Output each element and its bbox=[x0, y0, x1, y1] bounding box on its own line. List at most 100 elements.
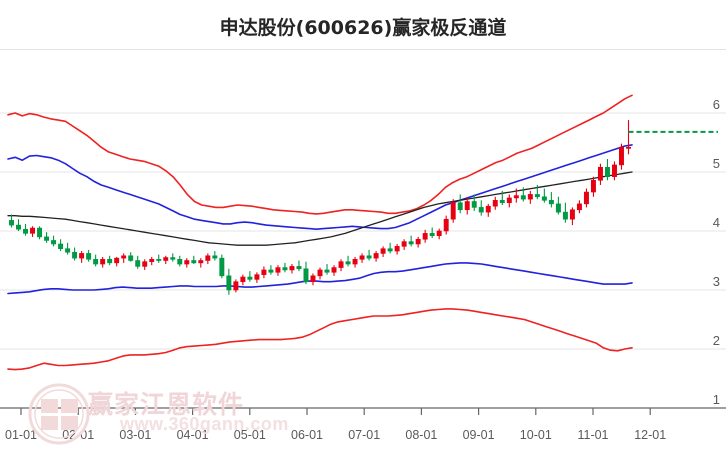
candle-body bbox=[142, 261, 148, 267]
candle-body bbox=[541, 196, 547, 201]
candle-body bbox=[254, 274, 260, 280]
x-axis-tick-label: 01-01 bbox=[5, 428, 37, 442]
candle-body bbox=[135, 260, 141, 267]
candle-body bbox=[30, 227, 36, 234]
candle-body bbox=[499, 200, 505, 203]
candle-body bbox=[282, 267, 288, 271]
candle-body bbox=[191, 260, 197, 264]
candle-body bbox=[569, 209, 575, 220]
candle-body bbox=[394, 246, 400, 252]
candle-body bbox=[527, 194, 533, 200]
candle-body bbox=[23, 228, 29, 234]
band-line-1 bbox=[7, 144, 633, 230]
candle-body bbox=[562, 211, 568, 220]
candle-body bbox=[359, 255, 365, 260]
x-axis-tick-label: 06-01 bbox=[291, 428, 323, 442]
candle-body bbox=[303, 268, 309, 283]
candle-body bbox=[149, 259, 155, 262]
y-axis-tick-label: 4 bbox=[712, 215, 720, 230]
candle-body bbox=[345, 261, 351, 265]
y-axis-tick-label: 2 bbox=[712, 333, 720, 348]
candle-body bbox=[72, 251, 78, 259]
chart-header: 申达股份(600626)赢家极反通道 bbox=[0, 0, 726, 50]
candle-body bbox=[324, 269, 330, 273]
candle-body bbox=[37, 227, 43, 238]
candle-body bbox=[576, 203, 582, 211]
candle-body bbox=[317, 269, 323, 277]
candle-body bbox=[464, 201, 470, 211]
x-axis-tick-label: 12-01 bbox=[634, 428, 667, 442]
candle-body bbox=[436, 230, 442, 237]
candle-body bbox=[408, 241, 414, 245]
candle-body bbox=[422, 233, 428, 240]
candle-body bbox=[331, 267, 337, 273]
candle-body bbox=[79, 253, 85, 259]
candle-body bbox=[590, 179, 596, 193]
x-axis-tick-label: 04-01 bbox=[176, 428, 209, 442]
candle-body bbox=[296, 266, 302, 270]
candle-body bbox=[9, 220, 14, 226]
candle-body bbox=[450, 202, 456, 220]
candle-body bbox=[226, 275, 232, 291]
y-axis-tick-label: 1 bbox=[712, 392, 720, 407]
candle-body bbox=[86, 253, 92, 260]
candle-body bbox=[289, 266, 295, 271]
band-line-4 bbox=[7, 308, 633, 371]
candle-body bbox=[184, 260, 190, 265]
x-axis-tick-label: 07-01 bbox=[348, 428, 381, 442]
candle-body bbox=[219, 257, 225, 277]
candle-body bbox=[352, 259, 358, 265]
candle-body bbox=[492, 200, 498, 207]
band-line-0 bbox=[7, 94, 633, 215]
candle-body bbox=[619, 146, 624, 166]
candle-body bbox=[240, 276, 246, 283]
band-line-3 bbox=[7, 262, 633, 295]
candle-body bbox=[387, 248, 393, 252]
candle-body bbox=[65, 248, 71, 253]
x-axis bbox=[0, 407, 726, 415]
page-title: 申达股份(600626)赢家极反通道 bbox=[219, 17, 507, 39]
candle-body bbox=[233, 281, 239, 291]
candle-body bbox=[471, 201, 477, 208]
candle-body bbox=[338, 261, 344, 268]
candle-body bbox=[156, 259, 162, 261]
candle-body bbox=[611, 164, 617, 178]
candle-body bbox=[212, 255, 218, 259]
x-axis-tick-label: 09-01 bbox=[462, 428, 495, 442]
x-axis-tick-label: 08-01 bbox=[405, 428, 438, 442]
x-axis-tick-label: 10-01 bbox=[519, 428, 552, 442]
candle-body bbox=[380, 248, 386, 254]
candle-body bbox=[247, 276, 253, 280]
candle-body bbox=[513, 195, 519, 199]
candle-body bbox=[268, 269, 274, 273]
candle-body bbox=[583, 191, 589, 205]
candle-body bbox=[177, 259, 183, 265]
candle-body bbox=[58, 243, 64, 249]
candle-body bbox=[128, 255, 134, 261]
candle-body bbox=[597, 166, 603, 181]
candle-body bbox=[626, 146, 631, 149]
candle-body bbox=[401, 241, 407, 247]
x-axis-tick-label: 03-01 bbox=[119, 428, 152, 442]
x-axis-tick-label: 11-01 bbox=[577, 428, 609, 442]
candle-body bbox=[310, 275, 316, 283]
candle-body bbox=[261, 269, 267, 275]
candle-body bbox=[443, 218, 449, 232]
x-axis-tick-label: 02-01 bbox=[62, 428, 95, 442]
candle-body bbox=[205, 255, 211, 261]
candle-body bbox=[93, 259, 99, 265]
candle-body bbox=[548, 200, 554, 205]
candle-body bbox=[555, 203, 561, 213]
band-line-2 bbox=[7, 171, 633, 246]
candle-body bbox=[478, 207, 484, 213]
candle-body bbox=[506, 197, 512, 203]
candle-body bbox=[457, 202, 463, 211]
candle-body bbox=[16, 224, 21, 230]
candle-body bbox=[520, 195, 526, 200]
candle-body bbox=[51, 240, 57, 245]
candle-body bbox=[275, 267, 281, 273]
candle-body bbox=[429, 233, 435, 237]
candle-body bbox=[121, 255, 127, 259]
